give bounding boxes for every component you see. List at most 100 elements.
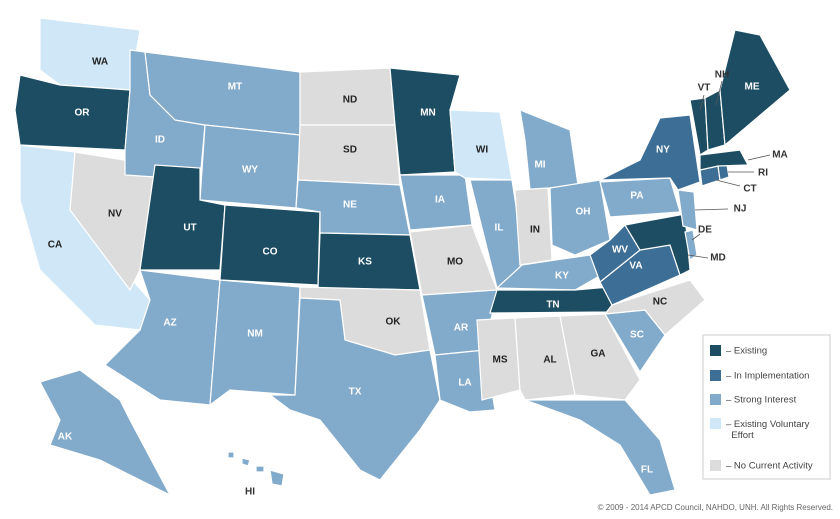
state-label: IL (495, 223, 504, 234)
state-shape (684, 229, 698, 262)
leader-line (715, 179, 741, 187)
state-shape (524, 399, 676, 496)
state (449, 109, 513, 181)
state-shape (449, 109, 513, 181)
legend-label: – No Current Activity (726, 461, 813, 472)
state-label: NM (247, 329, 263, 340)
state-label: VT (698, 83, 711, 94)
state-label: AZ (163, 318, 176, 329)
state-label: NJ (734, 204, 747, 215)
legend-swatch (710, 345, 721, 356)
state-label: AK (58, 432, 73, 443)
state (209, 279, 301, 407)
state-label: IN (530, 225, 540, 236)
leader-line (699, 94, 705, 111)
state-label: OR (75, 108, 91, 119)
state-label: NH (715, 70, 729, 81)
state-label: CO (263, 247, 278, 258)
state (219, 204, 321, 286)
state (684, 229, 698, 262)
legend-label: – Strong Interest (726, 395, 797, 406)
state-label: MT (228, 82, 242, 93)
state (227, 451, 285, 487)
state-label: FL (641, 465, 653, 476)
state-shape (603, 279, 706, 336)
leader-line (687, 254, 709, 259)
state (599, 114, 701, 191)
state-label: NY (656, 145, 670, 156)
state (39, 17, 141, 91)
state-label: NE (343, 200, 357, 211)
state (603, 279, 706, 336)
state-label: KY (555, 271, 569, 282)
state-label: UT (183, 223, 196, 234)
legend-box (702, 334, 831, 480)
state-shape (559, 313, 641, 401)
state (514, 315, 576, 401)
state (559, 313, 641, 401)
leader-line (747, 154, 771, 161)
state (519, 109, 579, 191)
state-label: VA (629, 261, 642, 272)
state-label: NV (108, 209, 122, 220)
state (677, 189, 698, 231)
state-shape (599, 177, 681, 218)
state-labels: WA OR CA NV ID MT WY UT CO AZ NM ND SD NE KS OK TX MN IA MO… (48, 57, 788, 498)
state-label: HI (245, 487, 255, 498)
state-label: TN (546, 300, 559, 311)
state-label: AL (543, 355, 556, 366)
state-label: AR (454, 323, 469, 334)
state-label: WI (476, 145, 488, 156)
legend-label: – In Implementation (726, 371, 809, 382)
state-shape (268, 297, 441, 481)
state-label: WA (92, 57, 108, 68)
state-shape (549, 179, 611, 256)
state (389, 67, 461, 176)
state (549, 179, 611, 256)
state-label: OK (386, 317, 402, 328)
legend-label: – Existing (726, 346, 767, 357)
state-shape (717, 164, 730, 181)
state-label: MI (534, 160, 545, 171)
state (717, 164, 730, 181)
leader-line (694, 208, 729, 211)
legend-swatch (710, 460, 721, 471)
state-shape (699, 149, 749, 171)
state (719, 29, 791, 147)
legend: – Existing – In Implementation – Strong In… (702, 334, 831, 480)
state-label: TX (349, 387, 362, 398)
state (599, 177, 681, 218)
state-label: MS (493, 355, 508, 366)
state-label: ND (343, 95, 357, 106)
leader-line (691, 233, 701, 241)
state-label: IA (435, 195, 445, 206)
leader-line (715, 80, 723, 106)
state-label: WY (242, 165, 258, 176)
state-label: NC (653, 297, 667, 308)
state-shape (39, 369, 172, 497)
state-label: CA (48, 240, 62, 251)
legend-label: – Existing Voluntary Effort (726, 419, 810, 441)
state-shape (255, 465, 265, 473)
state-shape (209, 279, 301, 407)
state-label: OH (576, 207, 591, 218)
state-shape (269, 469, 285, 487)
state-label: ID (155, 135, 165, 146)
state (524, 399, 676, 496)
state (268, 297, 441, 481)
legend-swatch (710, 394, 721, 405)
state-shape (39, 17, 141, 91)
state-shape (219, 204, 321, 286)
state-label: SD (343, 145, 357, 156)
state-shape (514, 315, 576, 401)
state-label: GA (591, 349, 606, 360)
state-label: DE (698, 225, 712, 236)
state-shape (241, 457, 251, 467)
state-label: LA (458, 378, 471, 389)
state-label: ME (745, 82, 760, 93)
state-label: KS (358, 257, 372, 268)
state (699, 149, 749, 171)
state (39, 369, 172, 497)
legend-swatch (710, 370, 721, 381)
